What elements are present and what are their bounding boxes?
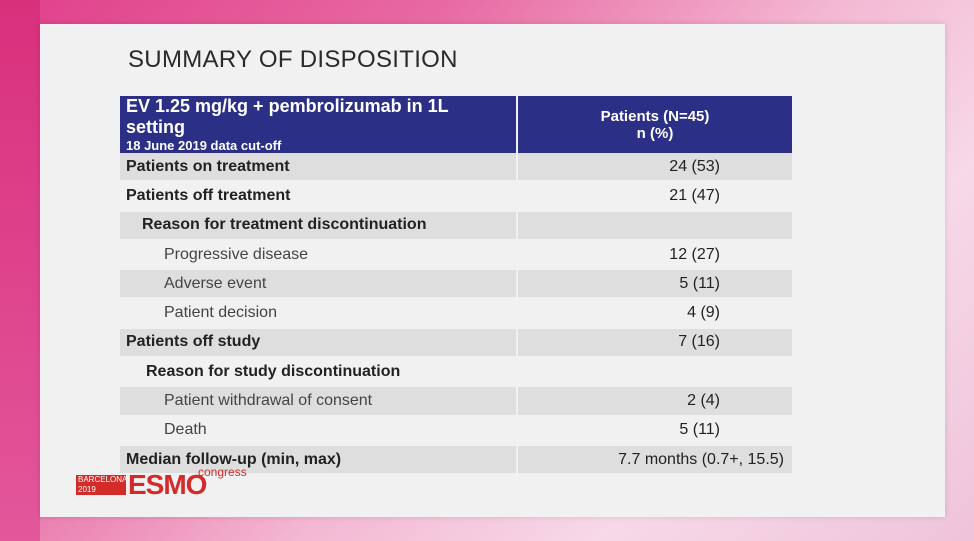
- row-label: Progressive disease: [120, 239, 517, 271]
- table-row: Progressive disease 12 (27): [120, 239, 792, 271]
- table-row: Adverse event 5 (11): [120, 269, 792, 300]
- row-label: Patients off treatment: [120, 181, 517, 212]
- table-row: Death 5 (11): [120, 415, 792, 446]
- treatment-header: EV 1.25 mg/kg + pembrolizumab in 1L sett…: [120, 96, 518, 153]
- row-value: 2 (4): [516, 386, 792, 417]
- row-label: Median follow-up (min, max): [120, 444, 517, 476]
- row-value: [516, 357, 792, 388]
- table-header-row: EV 1.25 mg/kg + pembrolizumab in 1L sett…: [120, 96, 792, 153]
- row-value: 7 (16): [516, 327, 792, 359]
- row-value: 4 (9): [516, 298, 792, 329]
- row-label: Patient decision: [120, 298, 517, 329]
- row-value: [516, 210, 792, 241]
- disposition-table: EV 1.25 mg/kg + pembrolizumab in 1L sett…: [120, 96, 792, 476]
- table-row: Median follow-up (min, max) 7.7 months (…: [120, 444, 792, 476]
- table-row: Patients off study 7 (16): [120, 327, 792, 359]
- table-row: Patient withdrawal of consent 2 (4): [120, 386, 792, 417]
- row-label: Reason for treatment discontinuation: [120, 210, 517, 241]
- patients-header-unit: n (%): [636, 124, 674, 142]
- patients-header-title: Patients (N=45): [600, 107, 710, 125]
- table-row: Patients on treatment 24 (53): [120, 153, 792, 183]
- treatment-header-title: EV 1.25 mg/kg + pembrolizumab in 1L sett…: [126, 96, 449, 137]
- table-row: Patients off treatment 21 (47): [120, 181, 792, 212]
- row-value: 24 (53): [516, 153, 792, 183]
- row-value: 5 (11): [516, 415, 792, 446]
- table-row: Reason for treatment discontinuation: [120, 210, 792, 241]
- row-value: 12 (27): [516, 239, 792, 271]
- row-value: 5 (11): [516, 269, 792, 300]
- congress-label: congress: [198, 465, 247, 479]
- row-label: Death: [120, 415, 517, 446]
- barcelona-badge: BARCELONA 2019: [76, 475, 128, 495]
- row-value: 21 (47): [516, 181, 792, 212]
- background-decoration: [0, 0, 40, 541]
- patients-header: Patients (N=45) n (%): [517, 96, 792, 153]
- table-row: Patient decision 4 (9): [120, 298, 792, 329]
- row-label: Patients on treatment: [120, 153, 517, 183]
- slide-title: SUMMARY OF DISPOSITION: [128, 46, 458, 73]
- esmo-wordmark: ESMO: [128, 469, 207, 500]
- data-cutoff-label: 18 June 2019 data cut-off: [126, 138, 282, 153]
- row-label: Adverse event: [120, 269, 517, 300]
- row-label: Patient withdrawal of consent: [120, 386, 517, 417]
- row-label: Reason for study discontinuation: [120, 357, 517, 388]
- badge-year: 2019: [78, 485, 96, 494]
- row-label: Patients off study: [120, 327, 517, 359]
- presentation-slide: SUMMARY OF DISPOSITION EV 1.25 mg/kg + p…: [40, 24, 945, 517]
- row-value: 7.7 months (0.7+, 15.5): [516, 444, 792, 476]
- badge-city: BARCELONA: [78, 475, 128, 484]
- table-row: Reason for study discontinuation: [120, 357, 792, 388]
